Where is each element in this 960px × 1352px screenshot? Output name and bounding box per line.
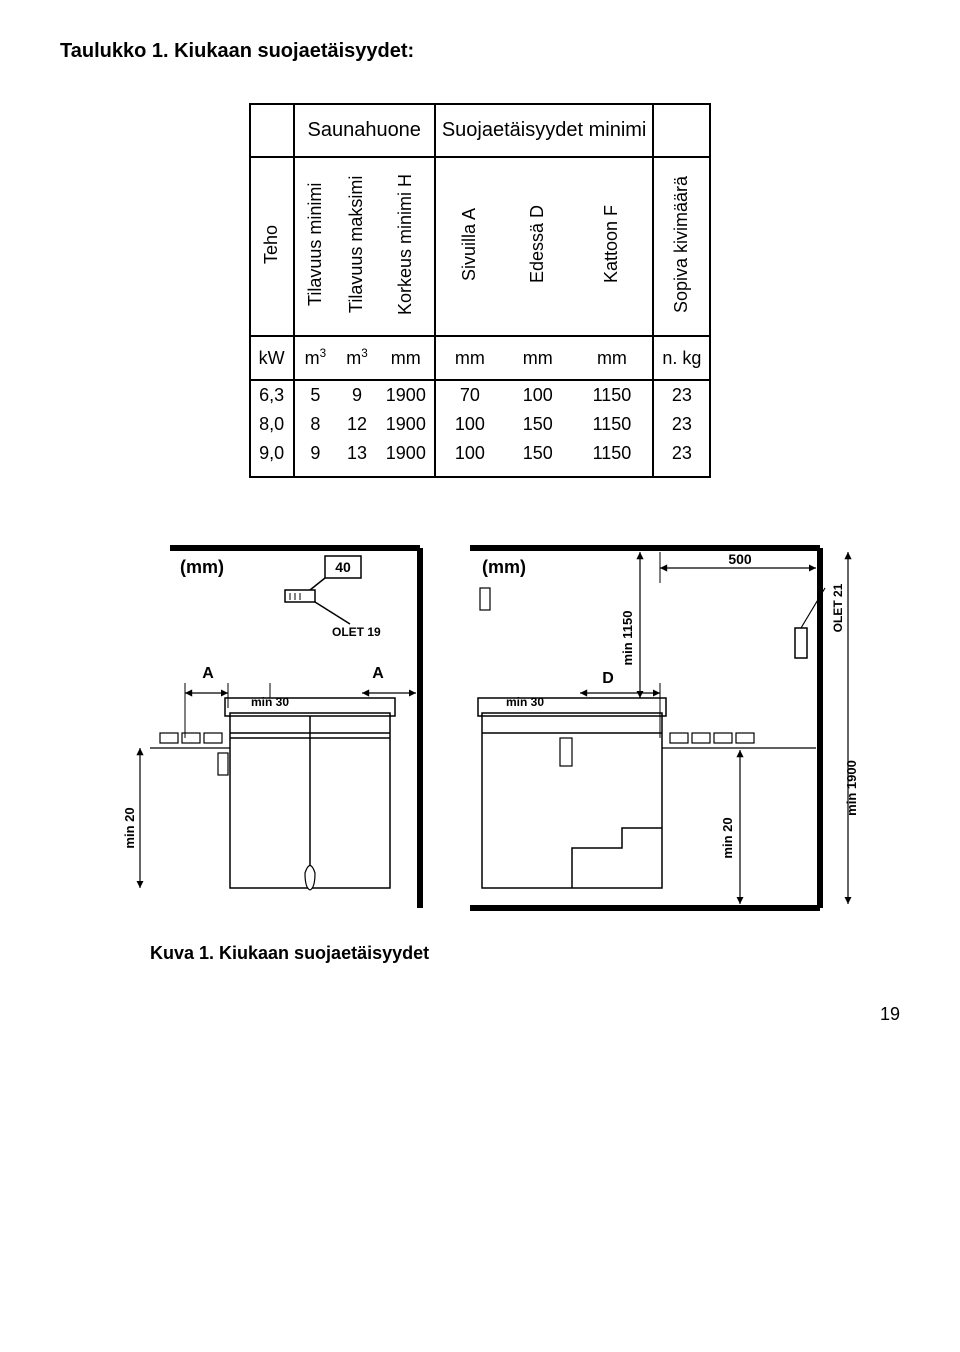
heater-side [478, 588, 666, 888]
th-korkeus: Korkeus minimi H [395, 164, 417, 324]
cell-h: 1900 [378, 410, 435, 439]
cell-vmax: 9 [336, 380, 378, 410]
cell-kw: 9,0 [250, 439, 294, 477]
cell-f: 1150 [572, 410, 654, 439]
cell-vmin: 9 [294, 439, 337, 477]
label-mm-left: (mm) [180, 557, 224, 577]
svg-text:min 1900: min 1900 [844, 760, 859, 816]
group-header-suojaetaisyydet-text: Suojaetäisyydet minimi [442, 119, 647, 141]
table-row: 8,0 8 12 1900 100 150 1150 23 [250, 410, 711, 439]
svg-text:A: A [372, 665, 384, 682]
group-header-saunahuone: Saunahuone [294, 104, 435, 157]
cell-f: 1150 [572, 439, 654, 477]
cell-kg: 23 [653, 410, 710, 439]
unit-nkg: n. kg [653, 336, 710, 380]
th-edessa: Edessä D [527, 164, 549, 324]
table-unit-row: kW m3 m3 mm mm mm mm n. kg [250, 336, 711, 380]
dim-D: D [580, 670, 660, 738]
diagram-right-panel: (mm) 500 OLET 21 min 1150 min 1900 [470, 548, 859, 908]
cell-d: 100 [504, 380, 572, 410]
group-header-suojaetaisyydet: Suojaetäisyydet minimi [435, 104, 654, 157]
svg-text:min 20: min 20 [720, 817, 735, 858]
cell-h: 1900 [378, 439, 435, 477]
dim-A-right: A [362, 665, 416, 693]
cell-kw: 6,3 [250, 380, 294, 410]
th-tilavuus-min: Tilavuus minimi [305, 164, 327, 324]
cell-vmax: 12 [336, 410, 378, 439]
unit-mm2: mm [435, 336, 504, 380]
cell-vmin: 8 [294, 410, 337, 439]
svg-text:A: A [202, 665, 214, 682]
cell-vmin: 5 [294, 380, 337, 410]
clearance-diagram: (mm) 40 OLET 19 [60, 538, 900, 923]
clearance-table: Saunahuone Suojaetäisyydet minimi Teho T… [249, 103, 712, 478]
table-row: 6,3 5 9 1900 70 100 1150 23 [250, 380, 711, 410]
dim-min20-left: min 20 [122, 748, 140, 888]
cell-kg: 23 [653, 439, 710, 477]
heater-front [225, 698, 395, 890]
unit-kw: kW [250, 336, 294, 380]
unit-m3b: m3 [336, 336, 378, 380]
cell-h: 1900 [378, 380, 435, 410]
svg-text:min 20: min 20 [122, 807, 137, 848]
svg-text:D: D [602, 670, 614, 687]
dim-min1150: min 1150 [620, 552, 640, 698]
cell-a: 70 [435, 380, 504, 410]
th-teho: Teho [261, 164, 283, 324]
cell-kg: 23 [653, 380, 710, 410]
cell-vmax: 13 [336, 439, 378, 477]
diagram-left-panel: (mm) 40 OLET 19 [122, 548, 420, 908]
cell-a: 100 [435, 410, 504, 439]
svg-text:OLET 21: OLET 21 [831, 583, 845, 632]
unit-mm4: mm [572, 336, 654, 380]
th-sopiva: Sopiva kivimäärä [671, 164, 693, 324]
figure-caption: Kuva 1. Kiukaan suojaetäisyydet [150, 943, 900, 964]
diagram-svg: (mm) 40 OLET 19 [100, 538, 860, 918]
unit-mm1: mm [378, 336, 435, 380]
cell-f: 1150 [572, 380, 654, 410]
olet19: OLET 19 [285, 590, 381, 639]
th-sivuilla: Sivuilla A [459, 164, 481, 324]
svg-text:OLET 19: OLET 19 [332, 625, 381, 639]
dim-min30-right: min 30 [506, 695, 544, 709]
cell-d: 150 [504, 439, 572, 477]
dim-A-left: A [185, 665, 228, 738]
table-rotated-header-row: Teho Tilavuus minimi Tilavuus maksimi Ko… [250, 157, 711, 336]
cell-d: 150 [504, 410, 572, 439]
svg-text:min 30: min 30 [506, 695, 544, 709]
th-tilavuus-max: Tilavuus maksimi [346, 164, 368, 324]
dim-min1900: min 1900 [844, 552, 859, 904]
svg-text:500: 500 [728, 551, 752, 567]
label-mm-right: (mm) [482, 557, 526, 577]
page-title: Taulukko 1. Kiukaan suojaetäisyydet: [60, 40, 900, 63]
th-kattoon: Kattoon F [601, 164, 623, 324]
dim-min20-right: min 20 [720, 750, 740, 904]
table-row: 9,0 9 13 1900 100 150 1150 23 [250, 439, 711, 477]
unit-mm3: mm [504, 336, 572, 380]
table-group-header-row: Saunahuone Suojaetäisyydet minimi [250, 104, 711, 157]
dim-min30-left: min 30 [251, 683, 289, 709]
cell-kw: 8,0 [250, 410, 294, 439]
page-number: 19 [60, 1004, 900, 1025]
svg-text:40: 40 [335, 559, 351, 575]
unit-m3a: m3 [294, 336, 337, 380]
cell-a: 100 [435, 439, 504, 477]
floor-vents-left [150, 733, 230, 775]
floor-vents-right [662, 733, 816, 748]
svg-text:min 1150: min 1150 [620, 611, 635, 666]
dim-500: 500 [660, 551, 816, 583]
